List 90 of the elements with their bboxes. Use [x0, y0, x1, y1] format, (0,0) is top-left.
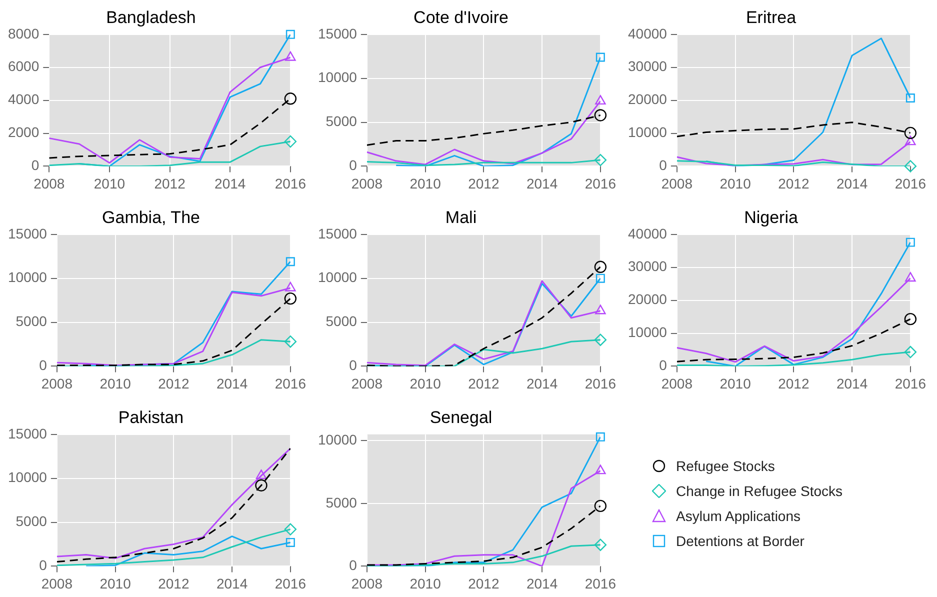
x-tick-label: 2012 [778, 175, 810, 192]
x-tick-label: 2010 [94, 175, 126, 192]
x-tick-label: 2008 [41, 375, 73, 392]
y-tick-label: 0 [349, 557, 358, 574]
y-tick-label: 15000 [8, 225, 48, 242]
x-tick-label: 2016 [274, 575, 306, 592]
y-tick-label: 30000 [628, 58, 668, 74]
x-tick-label: 2010 [720, 375, 752, 392]
y-tick-label: 4000 [8, 91, 40, 108]
x-tick-label: 2008 [351, 175, 383, 192]
x-tick-label: 2012 [468, 575, 500, 592]
chart-title: Mali [445, 208, 477, 227]
y-tick-label: 0 [659, 157, 668, 174]
y-tick-label: 5000 [16, 313, 48, 330]
point [255, 479, 268, 492]
legend-label: Refugee Stocks [676, 458, 775, 474]
legend-label: Detentions at Border [676, 533, 804, 549]
y-tick-label: 15000 [8, 425, 48, 442]
chart-title: Nigeria [744, 208, 798, 227]
x-tick-label: 2012 [468, 375, 500, 392]
legend-label: Asylum Applications [676, 508, 801, 524]
y-tick-label: 5000 [326, 313, 358, 330]
x-tick-label: 2016 [894, 375, 926, 392]
y-tick-label: 0 [39, 557, 48, 574]
x-tick-label: 2016 [584, 575, 616, 592]
x-tick-label: 2008 [661, 175, 693, 192]
x-tick-label: 2012 [158, 575, 190, 592]
chart-title: Cote d'Ivoire [414, 8, 508, 27]
x-tick-label: 2012 [468, 175, 500, 192]
x-tick-label: 2010 [410, 175, 442, 192]
y-tick-label: 0 [659, 357, 668, 374]
y-tick-label: 0 [31, 157, 40, 174]
y-tick-label: 5000 [326, 494, 358, 510]
chart-title: Eritrea [746, 8, 797, 27]
y-tick-label: 0 [349, 357, 358, 374]
y-tick-label: 6000 [8, 58, 40, 74]
x-tick-label: 2016 [274, 175, 306, 192]
chart-title: Pakistan [118, 408, 184, 427]
point [256, 470, 267, 480]
y-tick-label: 0 [39, 357, 48, 374]
y-tick-label: 10000 [318, 269, 358, 286]
x-tick-label: 2014 [526, 175, 558, 192]
chart-title: Gambia, The [102, 208, 200, 227]
y-tick-label: 40000 [628, 25, 668, 42]
x-tick-label: 2008 [34, 175, 65, 192]
y-tick-label: 15000 [318, 225, 358, 242]
x-tick-label: 2008 [351, 575, 383, 592]
x-tick-label: 2010 [720, 175, 752, 192]
y-tick-label: 5000 [326, 113, 358, 130]
x-tick-label: 2014 [216, 375, 248, 392]
x-tick-label: 2014 [216, 575, 248, 592]
y-tick-label: 10000 [318, 69, 358, 86]
y-tick-label: 2000 [8, 124, 40, 140]
y-tick-label: 15000 [318, 25, 358, 42]
chart-title: Bangladesh [106, 8, 196, 27]
y-tick-label: 40000 [628, 225, 668, 242]
x-tick-label: 2008 [41, 575, 73, 592]
x-tick-label: 2012 [154, 175, 186, 192]
y-tick-label: 10000 [8, 469, 48, 486]
x-tick-label: 2010 [100, 375, 132, 392]
y-tick-label: 8000 [8, 25, 40, 42]
y-tick-label: 20000 [628, 291, 668, 308]
point [286, 538, 295, 547]
chart-title: Senegal [430, 408, 492, 427]
y-tick-label: 10000 [628, 124, 668, 140]
y-tick-label: 5000 [16, 513, 48, 530]
y-tick-label: 20000 [628, 91, 668, 108]
x-tick-label: 2010 [410, 575, 442, 592]
x-tick-label: 2016 [584, 375, 616, 392]
y-tick-label: 10000 [318, 432, 358, 448]
x-tick-label: 2014 [836, 175, 868, 192]
y-tick-label: 30000 [628, 258, 668, 274]
y-tick-label: 10000 [8, 269, 48, 286]
x-tick-label: 2014 [526, 375, 558, 392]
x-tick-label: 2014 [526, 575, 558, 592]
x-tick-label: 2008 [661, 375, 693, 392]
point [284, 523, 297, 536]
x-tick-label: 2008 [351, 375, 383, 392]
y-tick-label: 10000 [628, 324, 668, 340]
x-tick-label: 2014 [836, 375, 868, 392]
x-tick-label: 2010 [100, 575, 132, 592]
y-tick-label: 0 [349, 157, 358, 174]
legend-label: Change in Refugee Stocks [676, 483, 843, 499]
x-tick-label: 2016 [274, 375, 306, 392]
x-tick-label: 2014 [214, 175, 246, 192]
x-tick-label: 2016 [894, 175, 926, 192]
x-tick-label: 2012 [778, 375, 810, 392]
x-tick-label: 2016 [584, 175, 616, 192]
x-tick-label: 2010 [410, 375, 442, 392]
x-tick-label: 2012 [158, 375, 190, 392]
